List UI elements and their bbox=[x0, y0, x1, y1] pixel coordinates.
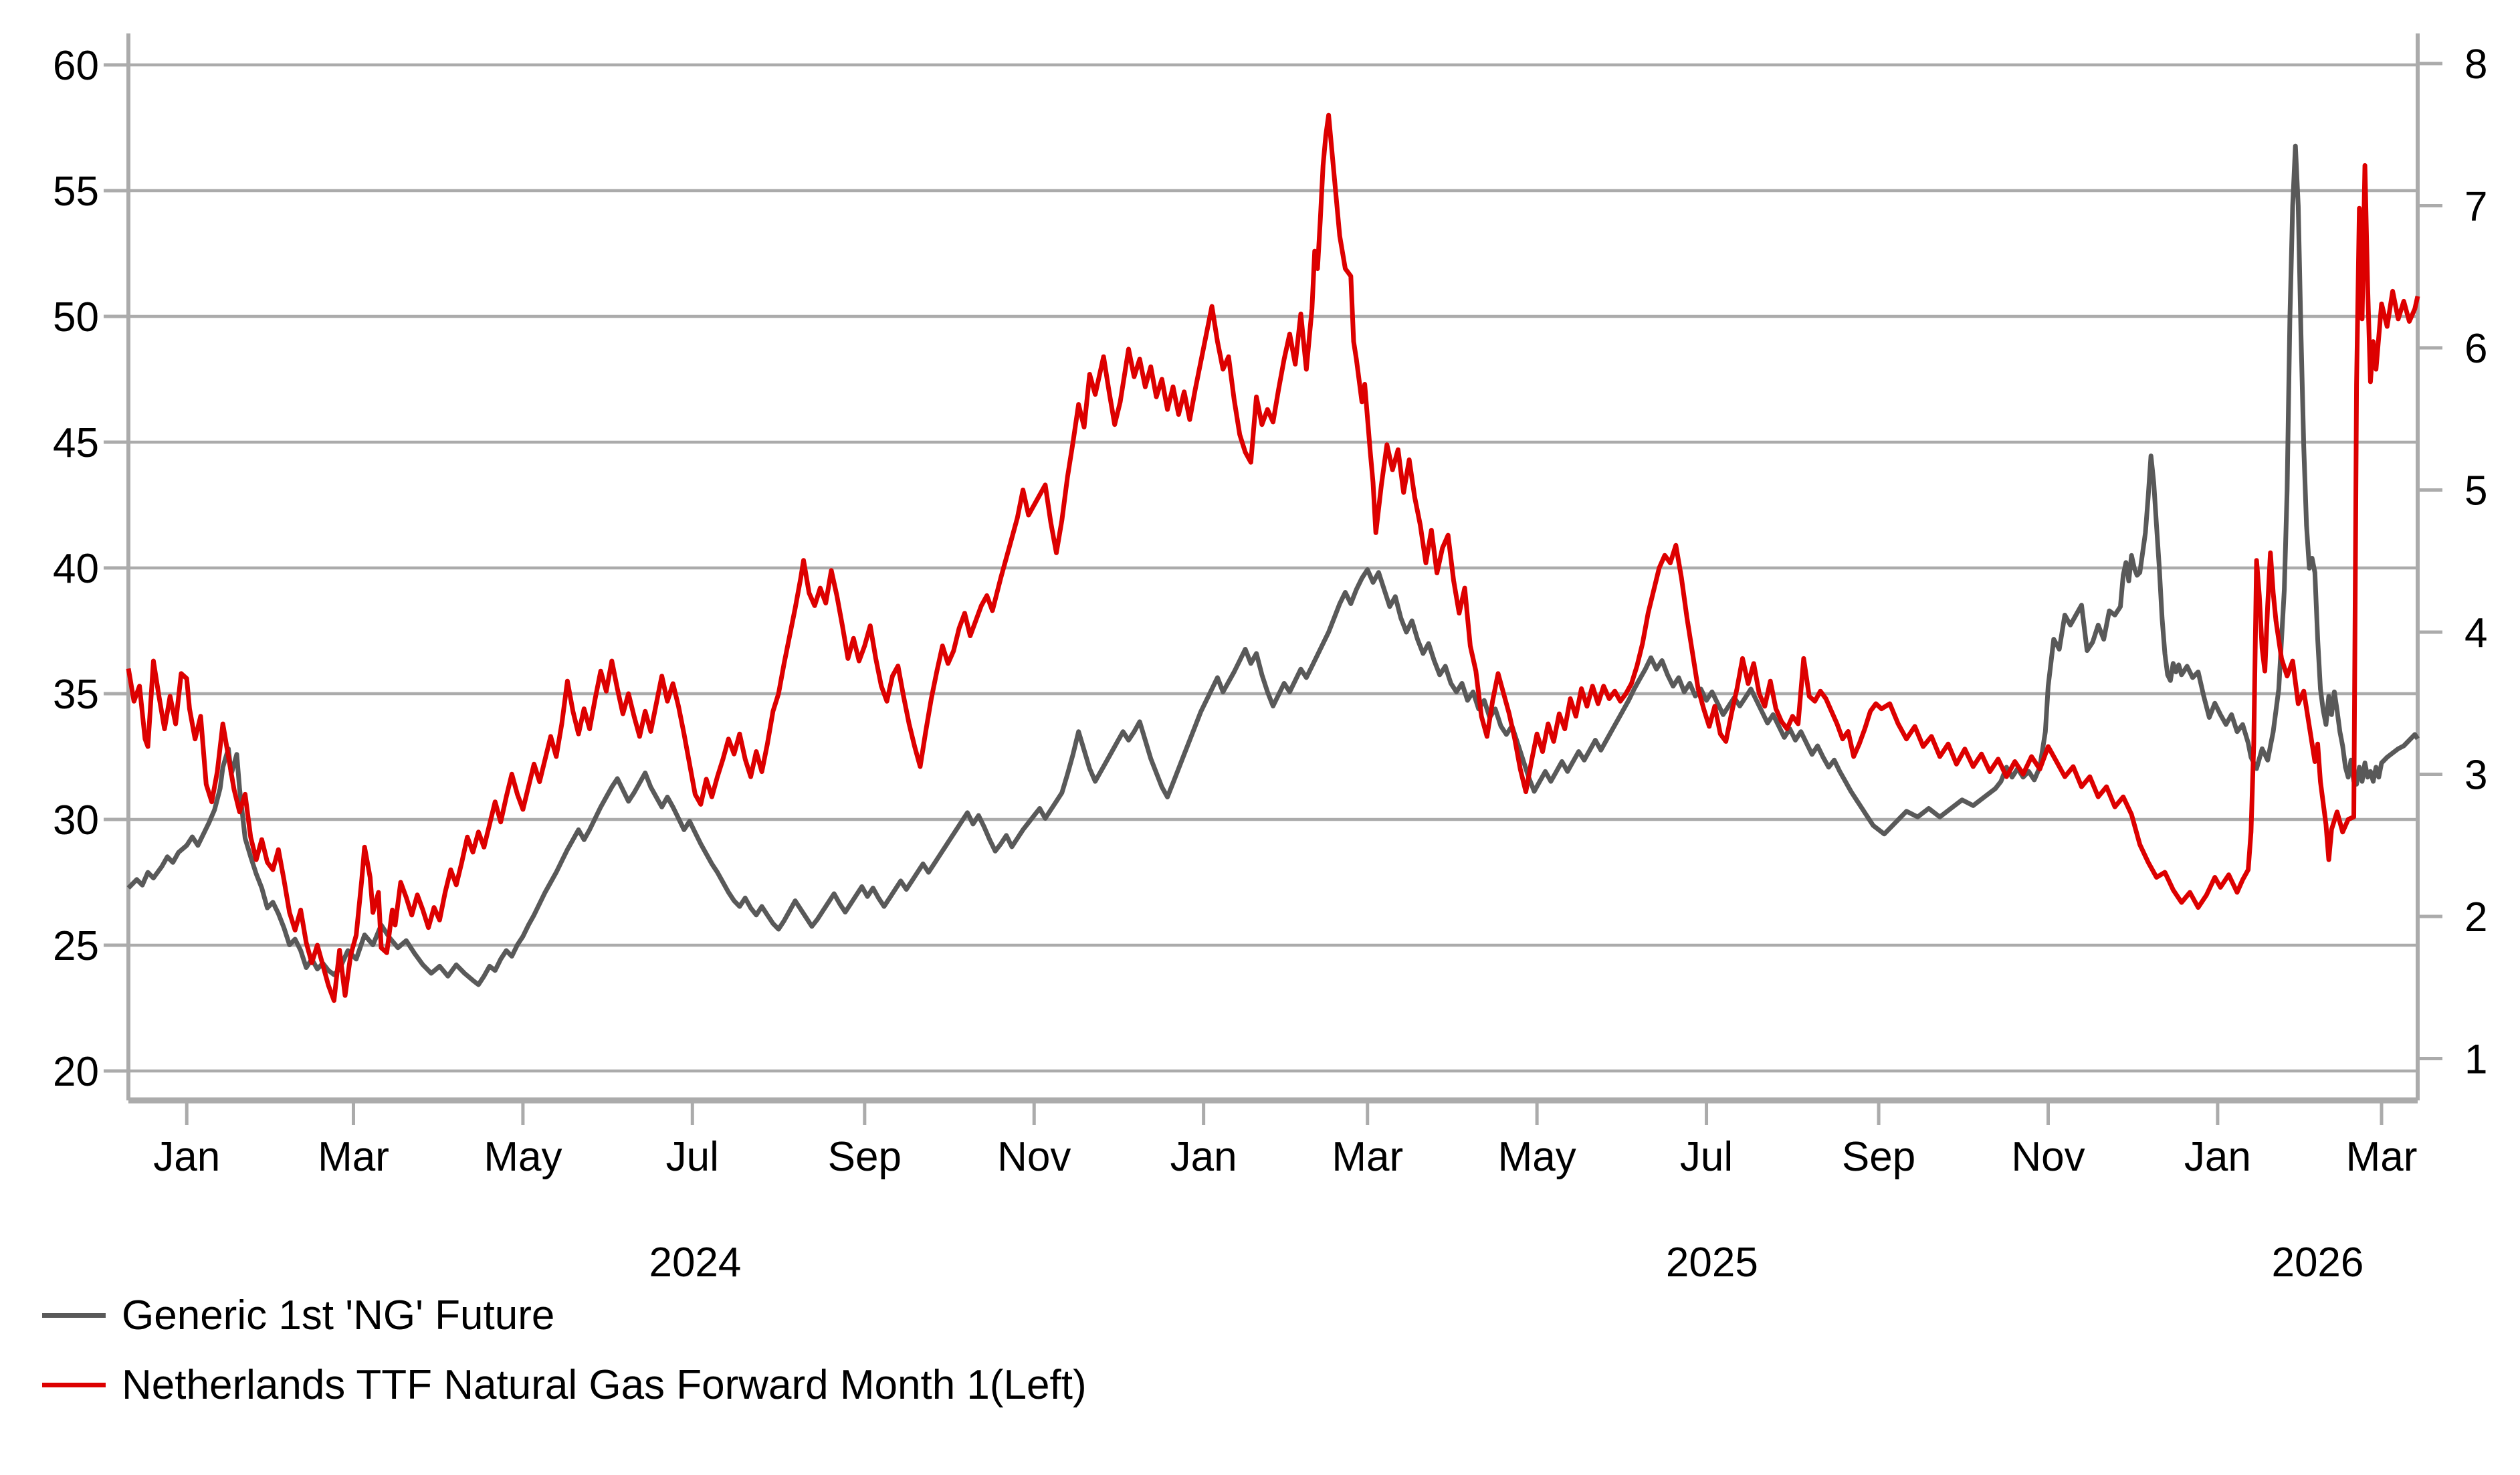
right-axis-label-7: 7 bbox=[2464, 184, 2487, 230]
month-label-10: Sep bbox=[1842, 1134, 1915, 1180]
right-axis-label-4: 4 bbox=[2464, 610, 2487, 656]
series-line-0 bbox=[126, 143, 2420, 987]
year-label-2024: 2024 bbox=[649, 1240, 741, 1286]
month-label-2: May bbox=[484, 1134, 562, 1180]
month-label-7: Mar bbox=[1332, 1134, 1403, 1180]
left-axis-label-30: 30 bbox=[53, 797, 99, 844]
ng-future-line-swatch bbox=[42, 1312, 106, 1318]
legend-item-ng-future: Generic 1st 'NG' Future bbox=[42, 1290, 1087, 1341]
right-axis-label-8: 8 bbox=[2464, 41, 2487, 88]
year-label-2025: 2025 bbox=[1666, 1240, 1758, 1286]
left-axis-label-40: 40 bbox=[53, 546, 99, 592]
year-label-2026: 2026 bbox=[2271, 1240, 2364, 1286]
month-label-11: Nov bbox=[2011, 1134, 2085, 1180]
legend-label-ttf: Netherlands TTF Natural Gas Forward Mont… bbox=[122, 1361, 1087, 1408]
left-axis-label-55: 55 bbox=[53, 169, 99, 215]
month-label-9: Jul bbox=[1680, 1134, 1733, 1180]
month-label-8: May bbox=[1498, 1134, 1576, 1180]
left-axis-label-60: 60 bbox=[53, 43, 99, 89]
month-label-4: Sep bbox=[828, 1134, 902, 1180]
ttf-line-swatch bbox=[42, 1382, 106, 1387]
month-label-12: Jan bbox=[2184, 1134, 2251, 1180]
left-axis-label-45: 45 bbox=[53, 420, 99, 466]
month-label-13: Mar bbox=[2346, 1134, 2418, 1180]
left-axis-label-25: 25 bbox=[53, 923, 99, 969]
left-axis-label-20: 20 bbox=[53, 1049, 99, 1095]
right-axis-label-2: 2 bbox=[2464, 894, 2487, 941]
month-label-0: Jan bbox=[153, 1134, 220, 1180]
legend-label-ng-future: Generic 1st 'NG' Future bbox=[122, 1292, 555, 1339]
month-label-5: Nov bbox=[997, 1134, 1071, 1180]
month-label-6: Jan bbox=[1170, 1134, 1237, 1180]
right-axis-label-5: 5 bbox=[2464, 468, 2487, 514]
right-axis-label-1: 1 bbox=[2464, 1037, 2487, 1083]
legend-item-ttf: Netherlands TTF Natural Gas Forward Mont… bbox=[42, 1359, 1087, 1410]
legend: Generic 1st 'NG' Future Netherlands TTF … bbox=[42, 1290, 1087, 1429]
left-axis-label-35: 35 bbox=[53, 672, 99, 718]
month-label-3: Jul bbox=[666, 1134, 719, 1180]
right-axis-label-6: 6 bbox=[2464, 326, 2487, 372]
left-axis-label-50: 50 bbox=[53, 294, 99, 340]
series-line-1 bbox=[126, 112, 2420, 1003]
right-axis-label-3: 3 bbox=[2464, 753, 2487, 799]
month-label-1: Mar bbox=[318, 1134, 389, 1180]
